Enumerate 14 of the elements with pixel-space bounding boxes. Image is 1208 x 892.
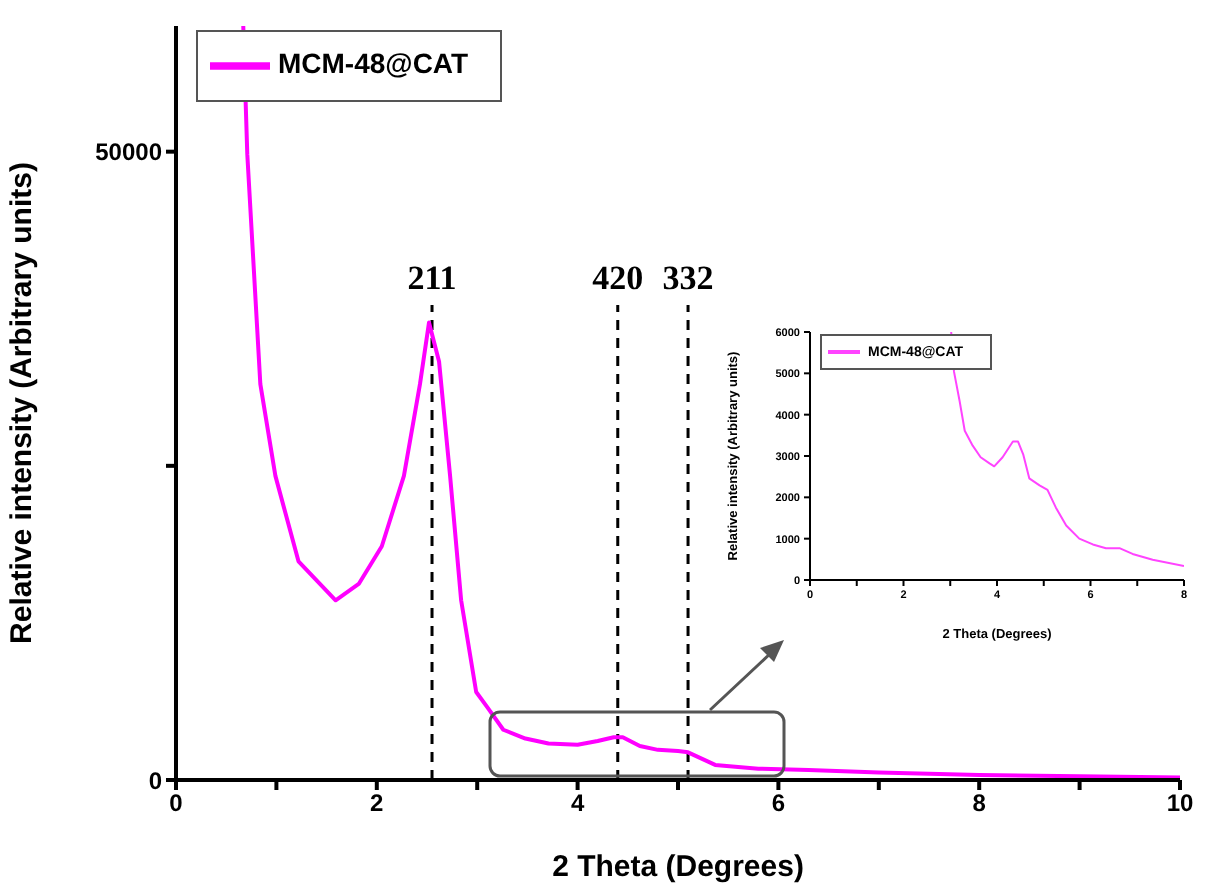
x-tick-label: 6: [771, 789, 786, 818]
annotation: 420: [592, 258, 644, 297]
x-tick-label: 8: [972, 789, 987, 818]
x-tick-label: 4: [570, 789, 585, 818]
annotation: 211: [407, 258, 457, 297]
x-tick-label: 0: [169, 789, 184, 818]
x-tick-label: 10: [1166, 789, 1194, 818]
y-axis-title: Relative intensity (Arbitrary units): [4, 162, 39, 644]
y-tick-label: 50000: [95, 138, 163, 167]
annotation: 332: [662, 258, 714, 297]
line-series: [241, 26, 1180, 780]
x-tick-label: 2: [370, 789, 385, 818]
legend-label: MCM-48@CAT: [278, 47, 469, 80]
x-axis-title: 2 Theta (Degrees): [552, 850, 804, 884]
